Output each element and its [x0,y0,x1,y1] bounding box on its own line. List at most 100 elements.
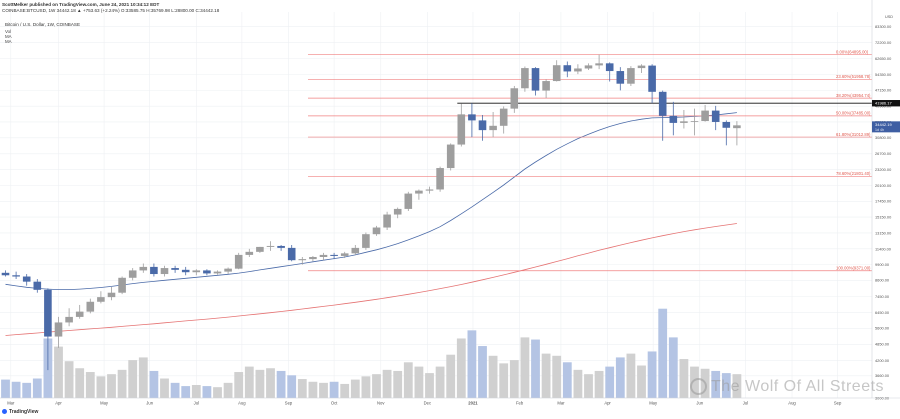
moving-average-long [5,223,737,336]
volume-bar [509,360,519,398]
current-price-countdown: 1d 4h [875,128,884,132]
candle-body [563,65,572,72]
volume-bar [605,366,615,398]
volume-bar [202,386,212,398]
volume-bar [488,355,498,398]
legend-ma-long[interactable]: MA [5,39,12,44]
symbol-title: Bitcoin / U.S. Dollar, 1W, COINBASE [5,22,81,27]
fib-level-label: 50.00%(37485.00) [836,111,871,116]
price-tick-label: 3660.00 [875,373,890,378]
candle-body [658,91,667,116]
candle-body [277,245,285,248]
volume-bar [520,337,530,398]
time-tick-label: May [100,401,109,406]
candle-body [245,251,254,255]
volume-bar [668,337,678,398]
time-tick-label: May [649,401,658,406]
time-tick-label: Sep [285,401,293,406]
volume-bar [149,370,159,398]
volume-bar [329,381,339,398]
candle-body [372,227,381,235]
price-tick-label: 54350.00 [875,72,892,77]
legend-ma-short[interactable]: MA [5,34,12,39]
price-tick-label: 72200.00 [875,40,892,45]
volume-bar [223,382,233,398]
volume-bar [637,365,646,398]
volume-bar [297,379,307,398]
price-axis-unit: USD [885,15,893,19]
time-tick-label: Aug [788,401,796,406]
price-tick-label: 13150.00 [875,230,892,235]
candle-body [256,246,264,252]
candle-body [489,125,497,131]
time-tick-label: Aug [238,401,246,406]
legend-vol[interactable]: Vol [5,29,12,34]
candle-body [171,268,179,270]
candle-body [118,277,126,293]
candle-body [22,276,31,282]
price-tick-label: 26700.00 [875,151,892,156]
volume-bar [11,381,21,398]
volume-bar [435,366,445,398]
candle-body [107,292,116,298]
candle-body [542,81,550,91]
time-tick-label: Dec [424,401,431,406]
tradingview-logo[interactable]: TradingView [2,409,38,415]
volume-bar [456,338,466,398]
time-tick-label: Oct [331,401,338,406]
candle-body [97,297,105,302]
volume-bar [75,368,85,398]
candle-body [531,68,540,91]
candle-body [139,266,148,271]
watermark: The Wolf Of All Streets [690,378,884,396]
price-tick-label: 8600.00 [875,278,890,283]
volume-bar [319,382,328,398]
volume-bar [54,346,63,398]
candle-body [362,234,370,248]
resistance-price-label: 41986.17 [875,101,892,106]
volume-bar [679,359,689,398]
volume-bar [117,369,127,398]
candle-body [680,121,688,123]
fib-level-label: 38.20%(43954.74) [836,93,871,98]
volume-bar [160,378,169,398]
moving-average-short [5,112,737,291]
candle-body [510,88,519,109]
time-tick-label: 2021 [468,401,478,406]
candle-body [616,71,625,84]
current-price-label: 34442.19 [875,122,892,127]
ohlc-line: COINBASE:BTCUSD, 1W 34442.18 ▲ +753.63 (… [2,8,220,13]
candle-body [393,208,402,215]
candle-body [733,125,741,129]
volume-bar [584,374,593,398]
time-tick-label: Jun [146,401,153,406]
volume-bar [615,357,625,398]
volume-bar [711,370,721,398]
watermark-text: The Wolf Of All Streets [711,378,885,395]
candle-body [637,65,646,69]
volume-bar [626,353,636,398]
time-tick-label: Sep [834,401,842,406]
volume-bar [541,353,551,398]
volume-bar [721,373,731,398]
candle-body [425,189,434,191]
volume-bar [647,351,657,398]
candle-body [181,269,190,273]
volume-bar [499,363,509,398]
price-tick-label: 47150.00 [875,88,892,93]
candle-body [319,254,328,257]
volume-bar [552,355,562,398]
candle-body [75,311,84,317]
tradingview-label: TradingView [9,409,39,415]
volume-bar [64,361,74,398]
volume-bar [361,376,371,398]
volume-bar [287,375,297,398]
price-tick-label: 23200.00 [875,167,892,172]
candle-body [584,65,593,69]
time-tick-label: Nov [377,401,385,406]
volume-bar [266,368,275,398]
time-tick-label: Feb [516,401,524,406]
candle-body [648,65,656,92]
volume-bar [85,372,95,398]
